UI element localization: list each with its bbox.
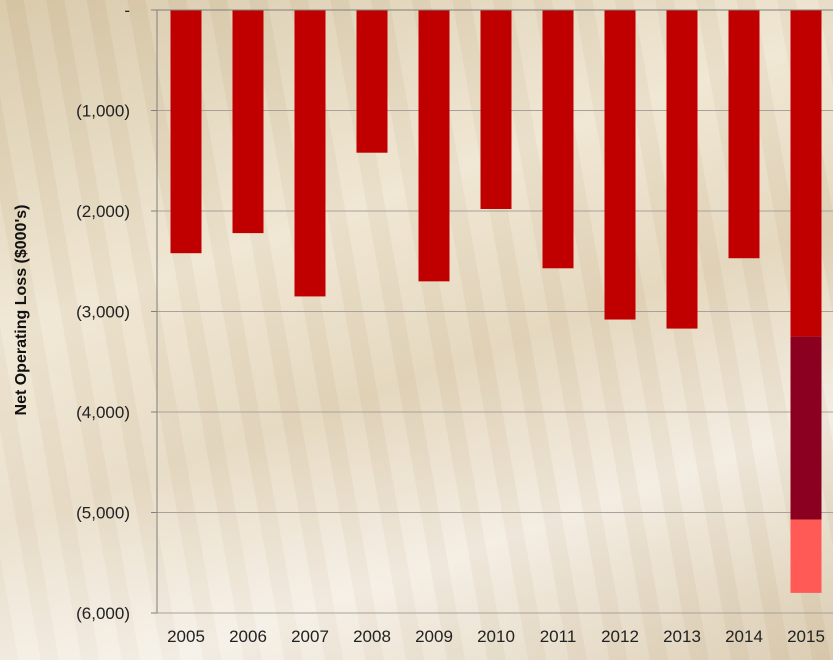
x-tick-label: 2012 [601, 627, 639, 646]
bar-2009-segment-1 [418, 10, 450, 282]
y-tick-label: (5,000) [76, 504, 130, 523]
bar-2008-segment-1 [356, 10, 388, 153]
gridlines [157, 110, 833, 614]
bars [170, 10, 822, 593]
bar-2012-segment-1 [604, 10, 636, 320]
axes [151, 9, 833, 614]
x-tick-labels: 2005 2006 2007 2008 2009 2010 2011 2012 2013 2014… [167, 627, 825, 646]
y-tick-label: - [124, 1, 130, 20]
bar-2015-segment-3 [790, 519, 822, 593]
x-tick-label: 2009 [415, 627, 453, 646]
x-tick-label: 2015 [787, 627, 825, 646]
y-tick-label: (1,000) [76, 102, 130, 121]
y-tick-labels: - (1,000) (2,000) (3,000) (4,000) (5,000) (6,0… [76, 1, 130, 623]
x-tick-label: 2014 [725, 627, 763, 646]
x-tick-label: 2007 [291, 627, 329, 646]
bar-2013-segment-1 [666, 10, 698, 329]
y-tick-label: (3,000) [76, 303, 130, 322]
y-axis-label: Net Operating Loss ($000's) [13, 205, 30, 416]
x-tick-label: 2006 [229, 627, 267, 646]
y-tick-label: (4,000) [76, 403, 130, 422]
y-tick-label: (2,000) [76, 202, 130, 221]
x-tick-label: 2010 [477, 627, 515, 646]
bar-2014-segment-1 [728, 10, 760, 259]
bar-2005-segment-1 [170, 10, 202, 254]
x-tick-label: 2008 [353, 627, 391, 646]
x-tick-label: 2013 [663, 627, 701, 646]
y-tick-label: (6,000) [76, 604, 130, 623]
x-tick-label: 2011 [540, 627, 577, 646]
bar-2007-segment-1 [294, 10, 326, 297]
bar-2010-segment-1 [480, 10, 512, 209]
bar-2006-segment-1 [232, 10, 264, 234]
bar-2015-segment-1 [790, 10, 822, 337]
x-tick-label: 2005 [167, 627, 205, 646]
bar-2015-segment-2 [790, 336, 822, 520]
bar-2011-segment-1 [542, 10, 574, 269]
